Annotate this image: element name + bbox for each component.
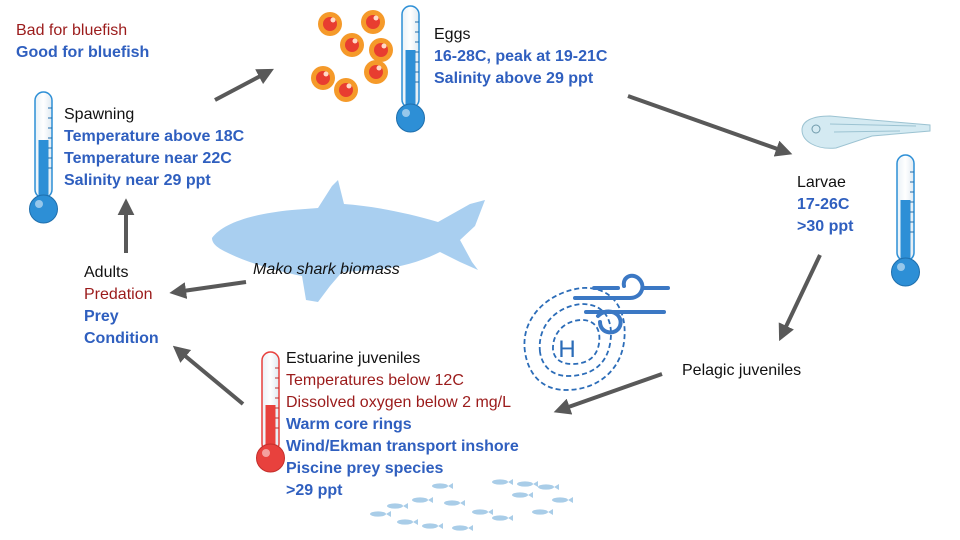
thermometer-icon xyxy=(29,91,58,224)
arrow-eggs-to-larvae xyxy=(627,94,793,157)
legend-good-label: Good for bluefish xyxy=(16,44,150,61)
pelagic-juveniles-block: Pelagic juveniles xyxy=(682,360,801,382)
estuarine-good-item: >29 ppt xyxy=(286,482,343,499)
larvae-title: Larvae xyxy=(797,174,846,191)
adults-good-item: Condition xyxy=(84,330,159,347)
adults-title: Adults xyxy=(84,264,129,281)
estuarine-good-item: Piscine prey species xyxy=(286,460,444,477)
estuarine-juveniles-block: Estuarine juveniles Temperatures below 1… xyxy=(286,348,519,502)
larva-icon xyxy=(801,115,931,149)
estuarine-good-item: Wind/Ekman transport inshore xyxy=(286,438,519,455)
eggs-good-item: 16-28C, peak at 19-21C xyxy=(434,48,608,65)
legend: Bad for bluefish Good for bluefish xyxy=(16,20,149,64)
arrow-larvae-to-pelagic xyxy=(778,254,822,342)
thermometer-icon xyxy=(891,154,920,287)
spawning-block: Spawning Temperature above 18C Temperatu… xyxy=(64,104,244,192)
fish-school-icon xyxy=(370,479,573,531)
estuarine-good-item: Warm core rings xyxy=(286,416,412,433)
estuarine-bad-item: Dissolved oxygen below 2 mg/L xyxy=(286,394,512,411)
eggs-title: Eggs xyxy=(434,26,471,43)
arrow-shark-to-adults xyxy=(169,280,247,299)
pelagic-juveniles-title: Pelagic juveniles xyxy=(682,362,802,379)
adults-bad-item: Predation xyxy=(84,286,153,303)
larvae-good-item: 17-26C xyxy=(797,196,850,213)
wind-icon xyxy=(573,273,670,335)
adults-block: Adults Predation Prey Condition xyxy=(84,262,159,350)
fish-eggs-icon xyxy=(311,10,393,102)
high-pressure-icon xyxy=(523,287,626,391)
eggs-block: Eggs 16-28C, peak at 19-21C Salinity abo… xyxy=(434,24,607,90)
arrow-spawning-to-eggs xyxy=(214,68,274,102)
spawning-good-item: Temperature above 18C xyxy=(64,128,245,145)
shark-icon xyxy=(212,180,485,302)
eggs-good-item: Salinity above 29 ppt xyxy=(434,70,594,87)
thermometer-icon xyxy=(256,351,285,473)
spawning-good-item: Temperature near 22C xyxy=(64,150,232,167)
arrow-pelagic-to-estuarine xyxy=(553,372,663,415)
legend-bad-label: Bad for bluefish xyxy=(16,22,128,39)
estuarine-juveniles-title: Estuarine juveniles xyxy=(286,350,421,367)
spawning-title: Spawning xyxy=(64,106,135,123)
larvae-block: Larvae 17-26C >30 ppt xyxy=(797,172,853,238)
spawning-good-item: Salinity near 29 ppt xyxy=(64,172,211,189)
shark-caption: Mako shark biomass xyxy=(253,261,400,278)
arrow-estuarine-to-adults xyxy=(172,345,245,406)
adults-good-item: Prey xyxy=(84,308,119,325)
larvae-good-item: >30 ppt xyxy=(797,218,854,235)
estuarine-bad-item: Temperatures below 12C xyxy=(286,372,464,389)
high-pressure-label: H xyxy=(558,336,575,363)
thermometer-icon xyxy=(396,5,425,133)
